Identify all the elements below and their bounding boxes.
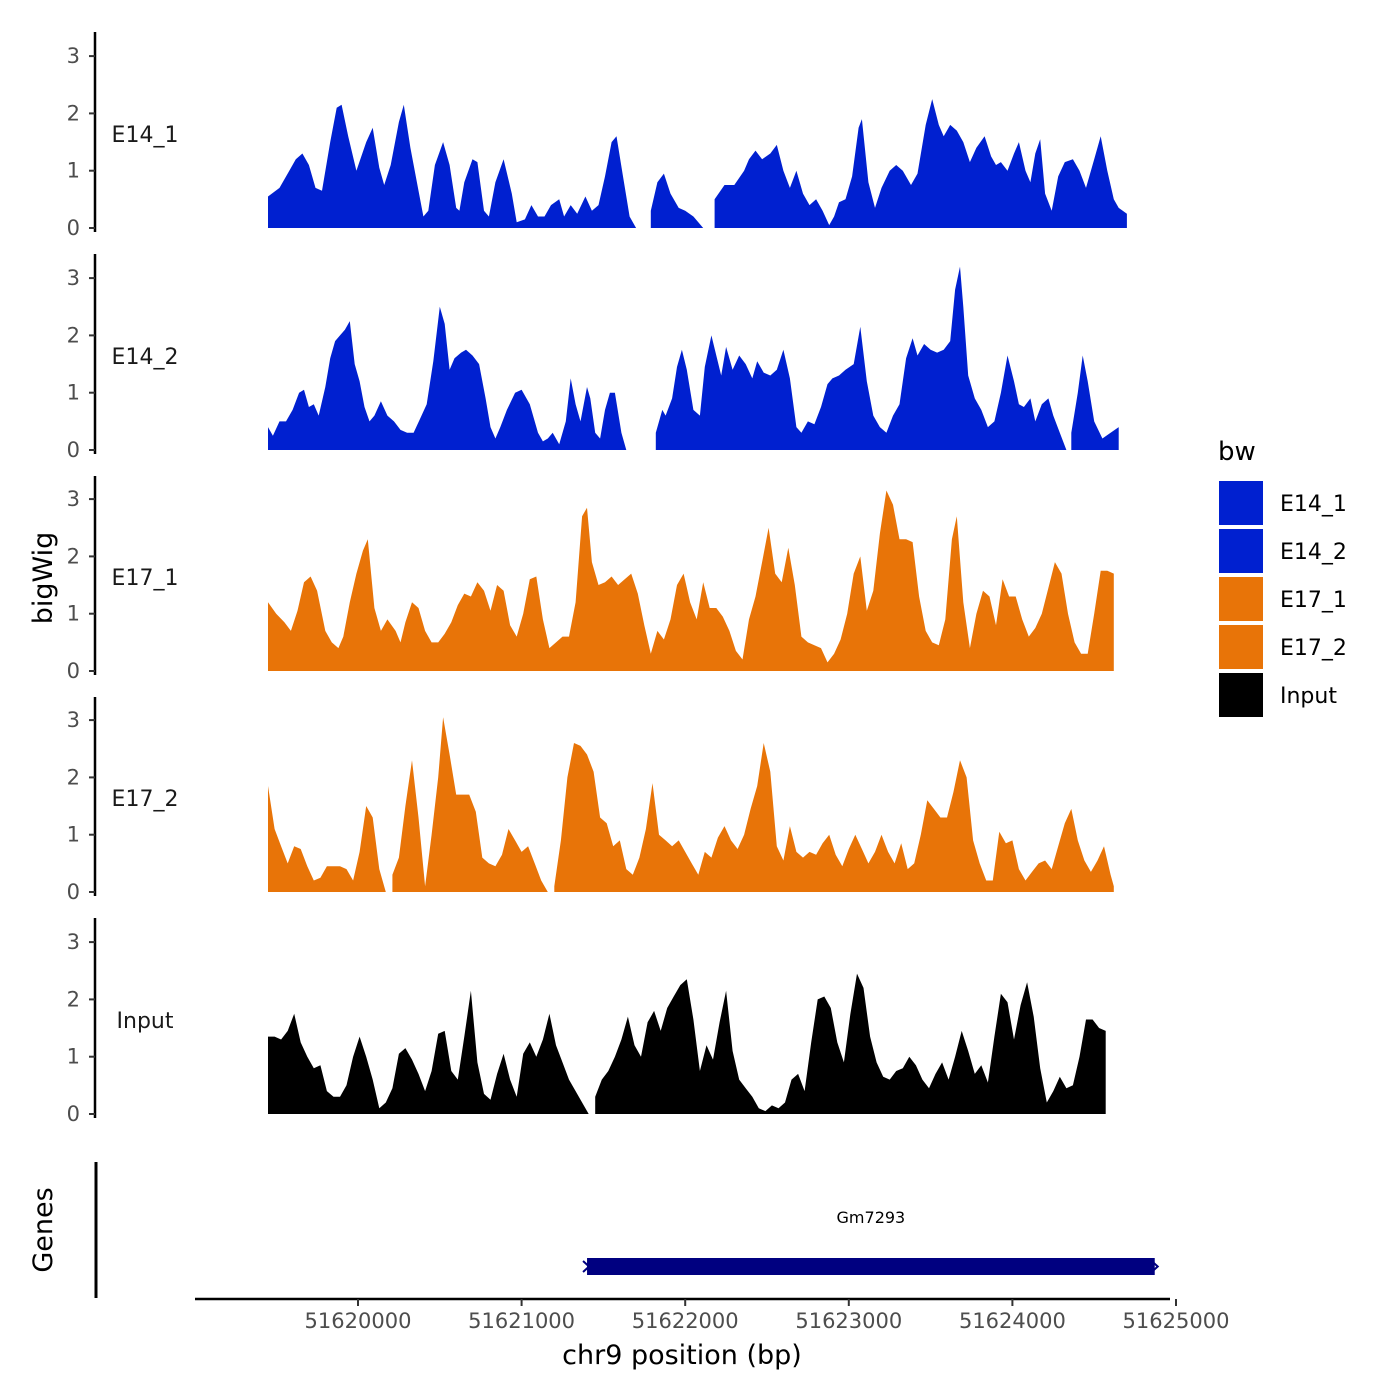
y-tick-label: 1 [67,381,80,405]
legend-swatch [1219,577,1263,621]
x-axis-ticks: 51620000 51621000 51622000 51623000 51624000… [305,1299,1230,1333]
gene-body [587,1258,1155,1275]
coverage-area-e17_2 [268,717,1114,892]
coverage-area-e14_2 [268,266,1119,450]
strand-marker [1152,1261,1160,1272]
y-tick-label: 0 [67,216,80,240]
legend-label: E17_1 [1280,588,1347,613]
track-panel-e14_2: 0 1 2 3 E14_2 [67,254,1119,462]
track-label: E14_1 [112,123,179,148]
strand-marker [582,1260,591,1273]
legend-label: E14_1 [1280,492,1347,517]
coverage-area-e17_1 [268,490,1114,671]
y-axis-title: bigWig [28,532,59,625]
legend: E14_1 E14_2 E17_1 E17_2 Input [1219,481,1347,717]
track-panel-e14_1: 0 1 2 3 E14_1 [67,32,1127,240]
y-tick-label: 2 [67,101,80,125]
track-label: E17_2 [112,787,179,812]
legend-item-input: Input [1219,673,1337,717]
gene-gm7293: Gm7293 [582,1208,1160,1275]
track-panels: 0 1 2 3 E14_1 0 1 2 3 E14_2 0 1 2 3 E17_1 0 1 2 3 E17_2 0 1 2 3… [67,32,1127,1126]
x-tick-label: 51625000 [1123,1309,1230,1333]
y-tick-label: 2 [67,323,80,347]
x-tick-label: 51624000 [959,1309,1066,1333]
legend-swatch [1219,673,1263,717]
y-tick-label: 1 [67,602,80,626]
y-tick-label: 1 [67,823,80,847]
gene-layer: Gm7293 [582,1208,1160,1275]
track-panel-input: 0 1 2 3 Input [67,918,1106,1126]
track-panel-e17_2: 0 1 2 3 E17_2 [67,697,1114,904]
x-tick-label: 51620000 [305,1309,412,1333]
legend-swatch [1219,481,1263,525]
legend-swatch [1219,529,1263,573]
gene-label: Gm7293 [837,1208,906,1227]
y-tick-label: 3 [67,487,80,511]
legend-label: E14_2 [1280,540,1347,565]
legend-label: E17_2 [1280,636,1347,661]
y-tick-label: 3 [67,930,80,954]
coverage-area-input [268,973,1106,1114]
y-tick-label: 0 [67,880,80,904]
x-tick-label: 51623000 [795,1309,902,1333]
x-tick-label: 51621000 [468,1309,575,1333]
y-tick-label: 1 [67,159,80,183]
y-tick-label: 1 [67,1045,80,1069]
y-tick-label: 3 [67,708,80,732]
track-panel-e17_1: 0 1 2 3 E17_1 [67,476,1114,683]
legend-item-e17_1: E17_1 [1219,577,1347,621]
y-tick-label: 0 [67,438,80,462]
legend-swatch [1219,625,1263,669]
track-label: Input [117,1009,174,1034]
y-tick-label: 3 [67,44,80,68]
legend-item-e17_2: E17_2 [1219,625,1347,669]
y-tick-label: 0 [67,1102,80,1126]
track-label: E17_1 [112,566,179,591]
coverage-area-e14_1 [268,99,1127,228]
y-tick-label: 2 [67,544,80,568]
x-tick-label: 51622000 [632,1309,739,1333]
y-tick-label: 2 [67,765,80,789]
y-tick-label: 2 [67,987,80,1011]
track-label: E14_2 [112,345,179,370]
legend-item-e14_2: E14_2 [1219,529,1347,573]
legend-label: Input [1280,684,1337,709]
y-tick-label: 0 [67,659,80,683]
genes-axis-title: Genes [28,1187,59,1272]
x-axis-title: chr9 position (bp) [562,1340,802,1371]
legend-item-e14_1: E14_1 [1219,481,1347,525]
legend-title: bw [1218,437,1256,467]
y-tick-label: 3 [67,266,80,290]
